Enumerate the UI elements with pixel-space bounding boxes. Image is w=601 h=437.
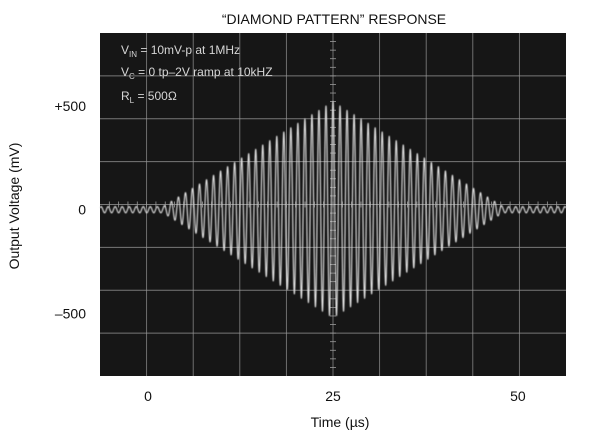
- x-tick-label: 25: [325, 388, 341, 404]
- annotation-subscript: C: [129, 72, 135, 81]
- series-trace: [99, 101, 567, 317]
- y-axis-label: Output Voltage (mV): [6, 143, 22, 270]
- x-axis-ticks: 0 25 50: [144, 388, 526, 404]
- annotation-subscript: L: [130, 96, 135, 105]
- signal-trace-group: [99, 101, 567, 317]
- y-tick-label: +500: [54, 98, 86, 114]
- annotation-symbol: V: [121, 43, 129, 57]
- scope-annotation: RL = 500Ω: [121, 89, 177, 105]
- annotation-text: = 10mV-p at 1MHz: [137, 43, 240, 57]
- y-tick-label: –500: [55, 306, 86, 322]
- annotation-text: = 0 tp–2V ramp at 10kHZ: [135, 65, 273, 79]
- x-tick-label: 0: [144, 388, 152, 404]
- x-tick-label: 50: [510, 388, 526, 404]
- scope-annotation: VIN = 10mV-p at 1MHz: [121, 43, 240, 59]
- graticule: [100, 33, 566, 376]
- chart-title: “DIAMOND PATTERN” RESPONSE: [222, 11, 446, 27]
- annotation-symbol: R: [121, 89, 130, 103]
- annotation-text: = 500Ω: [134, 89, 177, 103]
- x-axis-label: Time (µs): [311, 414, 370, 430]
- annotation-symbol: V: [121, 65, 129, 79]
- y-tick-label: 0: [78, 202, 86, 218]
- scope-annotation: VC = 0 tp–2V ramp at 10kHZ: [121, 65, 273, 81]
- annotation-subscript: IN: [129, 50, 137, 59]
- y-axis-ticks: +500 0 –500: [54, 98, 86, 322]
